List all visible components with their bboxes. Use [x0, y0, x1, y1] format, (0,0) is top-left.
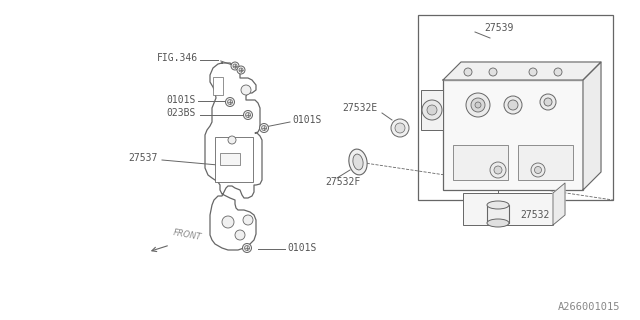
Text: A266001015: A266001015 — [557, 302, 620, 312]
Circle shape — [237, 66, 245, 74]
Text: 023BS: 023BS — [166, 108, 196, 118]
Circle shape — [239, 68, 243, 72]
Bar — [463, 193, 553, 225]
Text: 27532F: 27532F — [325, 177, 360, 187]
Text: 0101S: 0101S — [292, 115, 321, 125]
Bar — [518, 145, 573, 180]
Bar — [220, 153, 240, 165]
Circle shape — [471, 98, 485, 112]
Circle shape — [262, 125, 266, 131]
Bar — [213, 77, 223, 95]
Circle shape — [391, 119, 409, 137]
Bar — [453, 145, 508, 180]
Text: 27532: 27532 — [520, 210, 549, 220]
Circle shape — [544, 98, 552, 106]
Ellipse shape — [349, 149, 367, 175]
Circle shape — [554, 68, 562, 76]
Circle shape — [243, 244, 252, 252]
Ellipse shape — [353, 154, 363, 170]
Polygon shape — [553, 183, 565, 225]
Circle shape — [231, 62, 239, 70]
Circle shape — [490, 162, 506, 178]
Circle shape — [243, 215, 253, 225]
Circle shape — [529, 68, 537, 76]
Circle shape — [222, 216, 234, 228]
Circle shape — [464, 68, 472, 76]
Bar — [215, 137, 253, 182]
Circle shape — [540, 94, 556, 110]
Circle shape — [395, 123, 405, 133]
Circle shape — [233, 64, 237, 68]
Circle shape — [227, 100, 232, 105]
Bar — [418, 15, 613, 200]
Circle shape — [508, 100, 518, 110]
Text: 0101S: 0101S — [166, 95, 196, 105]
Circle shape — [531, 163, 545, 177]
Circle shape — [534, 166, 541, 173]
Polygon shape — [443, 62, 601, 80]
Text: FRONT: FRONT — [172, 228, 202, 242]
Circle shape — [228, 136, 236, 144]
Circle shape — [427, 105, 437, 115]
Bar — [421, 90, 443, 130]
Polygon shape — [583, 62, 601, 190]
Circle shape — [235, 230, 245, 240]
Circle shape — [244, 245, 250, 251]
Circle shape — [243, 110, 253, 119]
Text: 27537: 27537 — [129, 153, 158, 163]
Circle shape — [504, 96, 522, 114]
Text: FIG.346: FIG.346 — [157, 53, 198, 63]
Ellipse shape — [487, 219, 509, 227]
Circle shape — [241, 85, 251, 95]
Circle shape — [422, 100, 442, 120]
Text: 0101S: 0101S — [287, 243, 316, 253]
Circle shape — [225, 98, 234, 107]
Bar — [487, 205, 509, 223]
Circle shape — [246, 113, 250, 117]
Text: 27539: 27539 — [484, 23, 513, 33]
Circle shape — [259, 124, 269, 132]
Circle shape — [489, 68, 497, 76]
Circle shape — [466, 93, 490, 117]
Text: 27532E: 27532E — [343, 103, 378, 113]
Circle shape — [475, 102, 481, 108]
Circle shape — [494, 166, 502, 174]
Ellipse shape — [487, 201, 509, 209]
Polygon shape — [205, 63, 262, 250]
Bar — [443, 80, 583, 190]
